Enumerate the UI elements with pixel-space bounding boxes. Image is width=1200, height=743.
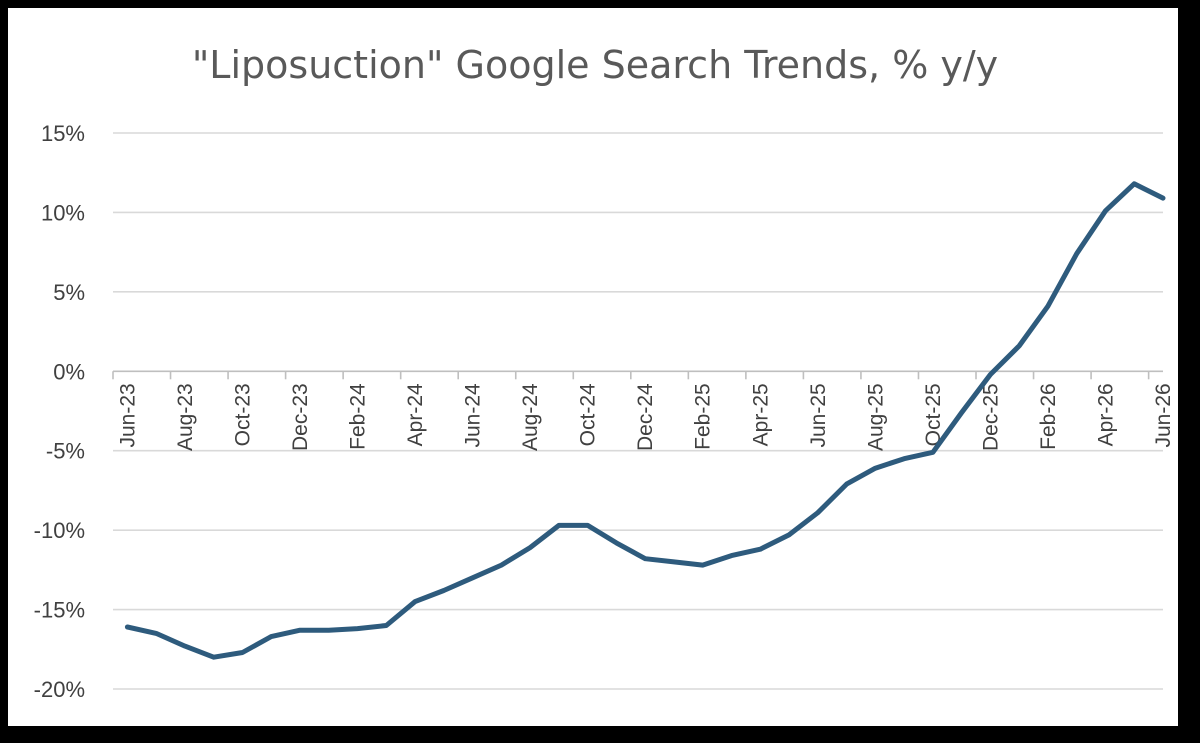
y-axis: 15% 10% 5% 0% -5% -10% -15% -20% — [34, 121, 85, 702]
x-tick-label: Aug-25 — [864, 383, 887, 451]
x-tick-label: Oct-24 — [577, 383, 600, 446]
x-axis: Jun-23 Aug-23 Oct-23 Dec-23 Feb-24 Apr-24 Jun-… — [112, 370, 1175, 451]
x-tick-label: Feb-25 — [692, 383, 715, 450]
x-tick-label: Oct-25 — [922, 383, 945, 446]
x-tick-label: Apr-24 — [404, 383, 427, 446]
x-tick-label: Aug-23 — [174, 383, 197, 451]
y-tick-label: 0% — [53, 359, 85, 384]
x-tick-label: Dec-25 — [979, 383, 1002, 451]
x-tick-label: Dec-23 — [289, 383, 312, 451]
x-tick-label: Jun-23 — [116, 383, 139, 447]
x-tick-label: Jun-26 — [1152, 383, 1175, 447]
x-tick-label: Jun-25 — [807, 383, 830, 447]
x-tick-label: Oct-23 — [231, 383, 254, 446]
y-tick-label: -5% — [46, 439, 85, 464]
x-tick-label: Feb-24 — [347, 383, 370, 450]
x-tick-label: Apr-25 — [749, 383, 772, 446]
y-tick-label: -15% — [34, 598, 85, 623]
chart-title: "Liposuction" Google Search Trends, % y/… — [192, 43, 998, 87]
chart-area: "Liposuction" Google Search Trends, % y/… — [8, 8, 1178, 726]
series-line — [124, 181, 1166, 660]
y-tick-label: 10% — [41, 200, 85, 225]
x-tick-label: Apr-26 — [1094, 383, 1117, 446]
gridlines — [113, 132, 1163, 690]
y-tick-label: 15% — [41, 121, 85, 146]
line-chart: "Liposuction" Google Search Trends, % y/… — [34, 43, 1175, 702]
x-tick-label: Dec-24 — [634, 383, 657, 451]
y-tick-label: 5% — [53, 280, 85, 305]
x-tick-label: Feb-26 — [1037, 383, 1060, 450]
y-tick-label: -20% — [34, 677, 85, 702]
y-tick-label: -10% — [34, 518, 85, 543]
series — [124, 181, 1166, 660]
x-tick-label: Jun-24 — [462, 383, 485, 448]
x-tick-label: Aug-24 — [519, 383, 542, 451]
